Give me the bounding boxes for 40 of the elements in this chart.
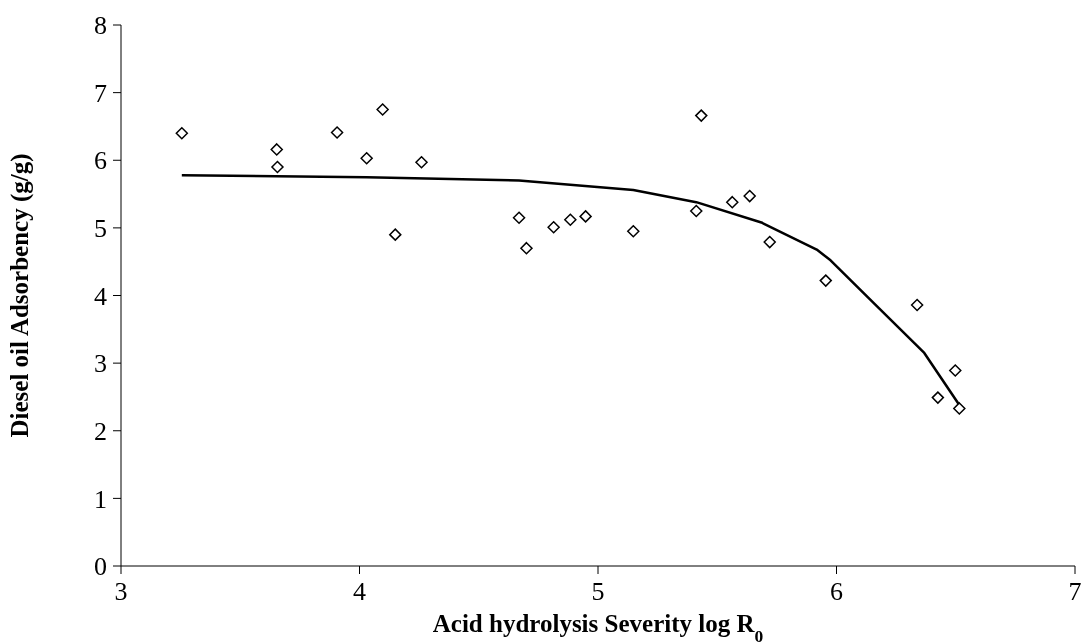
x-tick-label: 7: [1068, 577, 1082, 607]
point: [271, 160, 284, 174]
y-tick-label: 4: [94, 281, 107, 311]
y-axis-title: Diesel oil Adsorbency (g/g): [6, 153, 34, 438]
x-tick-label: 3: [114, 577, 128, 607]
x-tick-label: 5: [591, 577, 605, 607]
y-tick-label: 8: [94, 11, 107, 41]
point: [819, 274, 833, 287]
point: [726, 195, 739, 209]
y-tick-label: 6: [94, 146, 107, 176]
point: [547, 220, 560, 234]
point: [270, 143, 283, 156]
x-tick-label: 4: [353, 577, 366, 607]
point: [175, 126, 189, 140]
y-tick-label: 5: [94, 214, 107, 244]
point: [330, 126, 344, 139]
point: [512, 211, 526, 224]
point: [389, 228, 402, 241]
point: [690, 204, 703, 218]
point: [695, 109, 708, 122]
x-axis-title: Acid hydrolysis Severity log R$_{0}$: [432, 610, 764, 644]
point: [415, 156, 428, 169]
y-tick-label: 0: [94, 552, 107, 582]
y-tick-label: 1: [94, 484, 107, 514]
point: [763, 235, 776, 249]
point: [931, 391, 945, 404]
y-tick-label: 2: [94, 416, 107, 446]
point: [910, 298, 924, 312]
point: [376, 103, 389, 116]
point: [953, 402, 966, 415]
point: [627, 225, 640, 238]
point: [360, 151, 373, 165]
point: [579, 210, 592, 223]
point: [949, 364, 962, 377]
point: [520, 241, 533, 255]
point: [564, 213, 577, 227]
y-tick-label: 7: [94, 78, 107, 108]
point: [743, 189, 756, 203]
y-tick-label: 3: [94, 349, 107, 379]
x-tick-label: 6: [830, 577, 843, 607]
